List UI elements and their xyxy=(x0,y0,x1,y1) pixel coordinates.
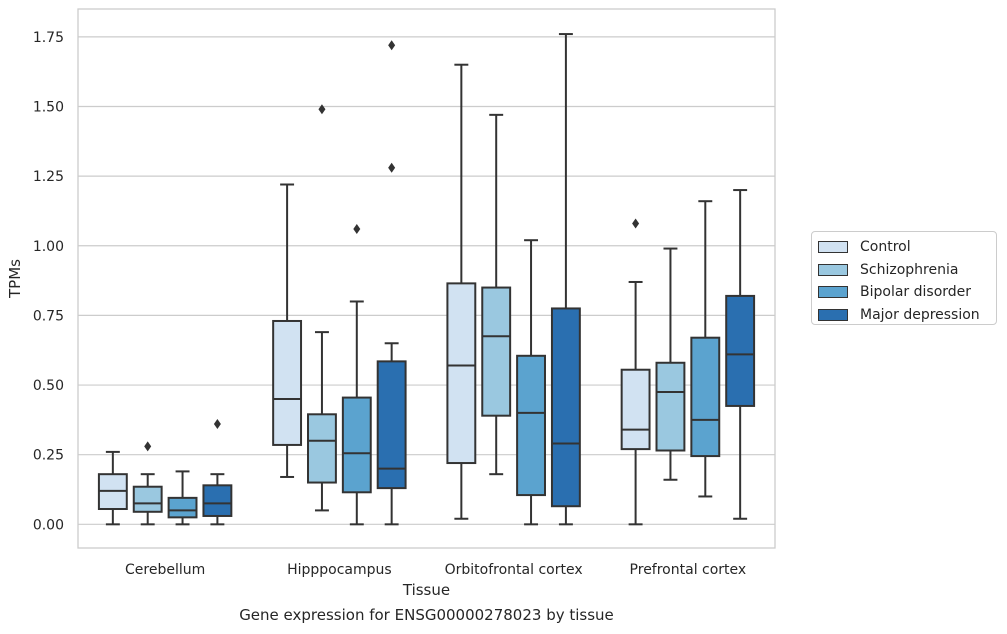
legend-label-bipolar-disorder: Bipolar disorder xyxy=(860,284,972,301)
box-prefrontal-cortex-schizophrenia xyxy=(655,247,686,481)
iqr-box xyxy=(655,361,686,452)
box-cerebellum-schizophrenia xyxy=(132,441,163,526)
y-tick-label: 0.50 xyxy=(33,378,64,394)
iqr-box xyxy=(690,336,721,458)
x-tick-label: Cerebellum xyxy=(125,562,205,578)
box-orbitofrontal-cortex-bipolar-disorder xyxy=(516,239,546,526)
box-hipppocampus-major-depression xyxy=(376,40,407,526)
iqr-box xyxy=(550,307,581,508)
box-prefrontal-cortex-major-depression xyxy=(725,189,756,520)
iqr-box xyxy=(307,413,337,484)
legend-swatch-schizophrenia xyxy=(818,263,848,276)
box-orbitofrontal-cortex-control xyxy=(446,63,477,520)
iqr-box xyxy=(132,485,163,513)
x-axis-label: Tissue xyxy=(402,581,450,599)
y-tick-label: 0.75 xyxy=(33,308,64,324)
box-cerebellum-major-depression xyxy=(202,419,233,526)
y-axis-label: TPMs xyxy=(6,259,24,299)
box-hipppocampus-schizophrenia xyxy=(307,104,337,512)
legend-label-major-depression: Major depression xyxy=(860,306,980,323)
y-tick-label: 1.00 xyxy=(33,239,64,255)
legend-item-bipolar-disorder: Bipolar disorder xyxy=(818,281,996,304)
legend-swatch-control xyxy=(818,241,848,254)
iqr-box xyxy=(481,286,512,417)
outlier-point xyxy=(213,419,221,430)
box-prefrontal-cortex-bipolar-disorder xyxy=(690,200,721,498)
y-tick-label: 1.25 xyxy=(33,169,64,185)
iqr-box xyxy=(516,354,546,497)
box-prefrontal-cortex-control xyxy=(620,218,651,526)
legend-label-control: Control xyxy=(860,239,911,256)
legend-swatch-bipolar-disorder xyxy=(818,286,848,299)
legend-item-control: Control xyxy=(818,236,996,259)
y-tick-label: 0.00 xyxy=(33,517,64,533)
legend-item-schizophrenia: Schizophrenia xyxy=(818,259,996,282)
outlier-point xyxy=(318,104,326,115)
iqr-box xyxy=(341,396,372,494)
box-cerebellum-control xyxy=(97,450,128,526)
x-tick-label: Prefrontal cortex xyxy=(630,562,747,578)
plot-frame xyxy=(77,8,776,549)
iqr-box xyxy=(725,294,756,407)
iqr-box xyxy=(167,496,198,519)
box-hipppocampus-control xyxy=(272,183,303,478)
outlier-point xyxy=(144,441,152,452)
box-orbitofrontal-cortex-major-depression xyxy=(550,33,581,526)
outlier-point xyxy=(353,224,361,235)
x-tick-label: Hipppocampus xyxy=(287,562,392,578)
y-tick-label: 1.75 xyxy=(33,30,64,46)
y-tick-label: 1.50 xyxy=(33,99,64,115)
legend: Control Schizophrenia Bipolar disorder M… xyxy=(811,231,997,325)
box-layer xyxy=(97,33,756,526)
grid-lines xyxy=(78,36,775,525)
chart-caption: Gene expression for ENSG00000278023 by t… xyxy=(239,606,614,624)
iqr-box xyxy=(202,484,233,517)
box-hipppocampus-bipolar-disorder xyxy=(341,224,372,526)
tick-labels: 0.00 0.25 0.50 0.75 1.00 1.25 1.50 1.75 Cerebell… xyxy=(33,30,746,578)
iqr-box xyxy=(446,282,477,465)
iqr-box xyxy=(620,368,651,451)
iqr-box xyxy=(272,319,303,446)
legend-item-major-depression: Major depression xyxy=(818,304,996,327)
legend-swatch-major-depression xyxy=(818,308,848,321)
y-tick-label: 0.25 xyxy=(33,448,64,464)
x-tick-label: Orbitofrontal cortex xyxy=(445,562,583,578)
iqr-box xyxy=(376,360,407,490)
outlier-point xyxy=(388,40,396,51)
box-orbitofrontal-cortex-schizophrenia xyxy=(481,113,512,476)
box-cerebellum-bipolar-disorder xyxy=(167,470,198,526)
legend-label-schizophrenia: Schizophrenia xyxy=(860,261,959,278)
outlier-point xyxy=(632,218,640,229)
outlier-point xyxy=(388,162,396,173)
